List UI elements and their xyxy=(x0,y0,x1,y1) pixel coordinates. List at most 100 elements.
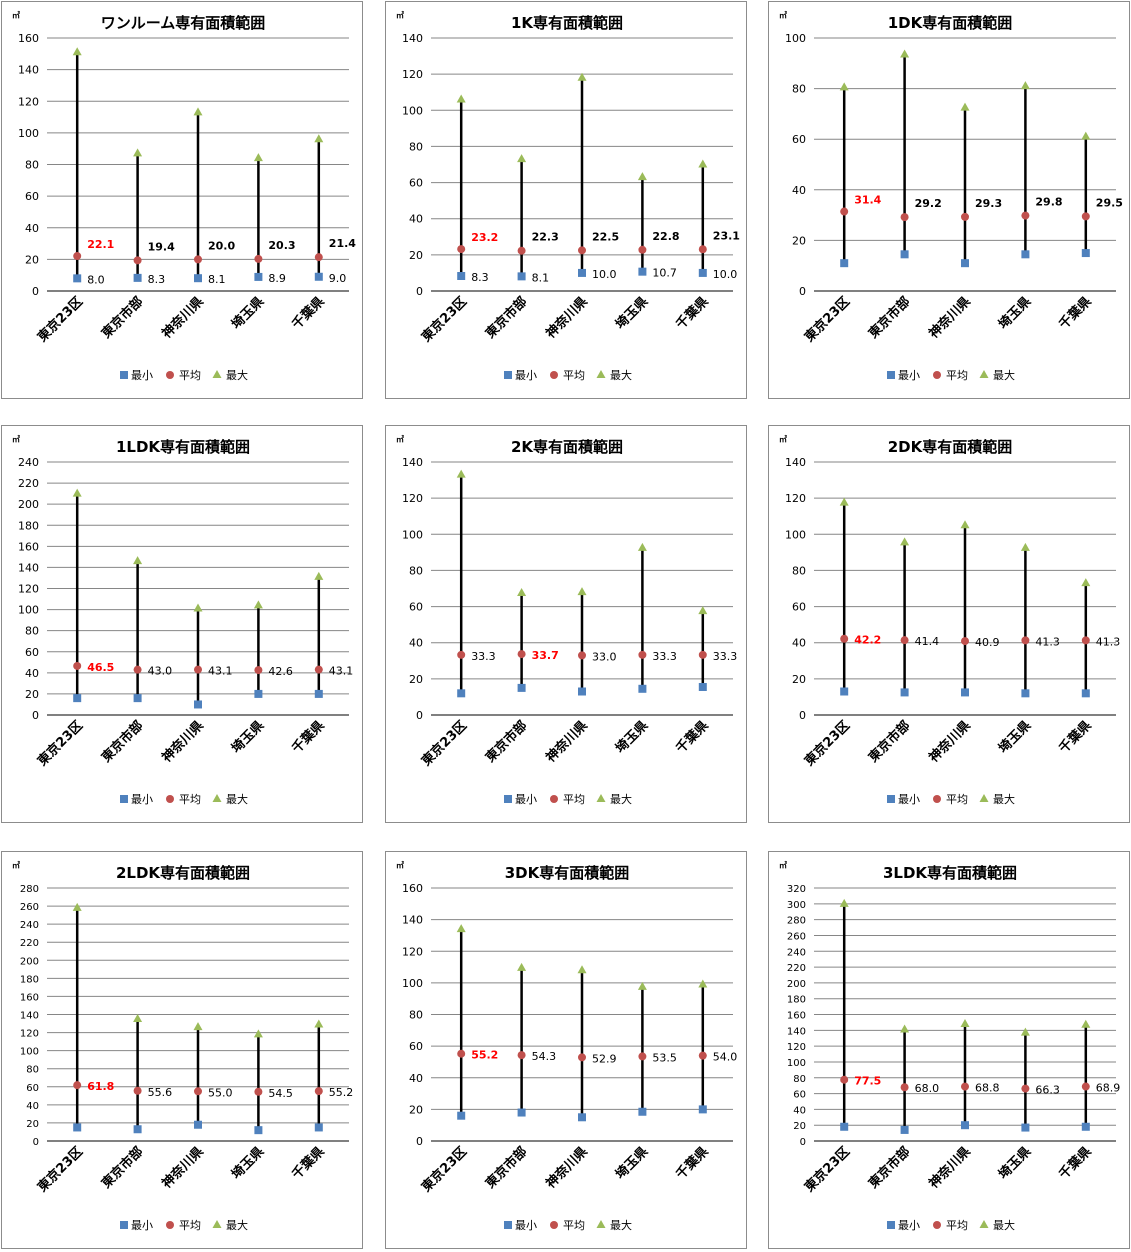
legend-avg-icon xyxy=(550,1221,558,1229)
y-unit-label: ㎡ xyxy=(12,434,20,444)
avg-marker xyxy=(699,651,707,659)
avg-marker xyxy=(194,666,202,674)
y-tick-label: 60 xyxy=(25,190,39,203)
min-marker xyxy=(961,1121,969,1129)
avg-data-label: 33.0 xyxy=(592,650,617,663)
avg-data-label: 31.4 xyxy=(854,194,881,207)
legend-min-label: 最小 xyxy=(131,369,153,382)
min-marker xyxy=(194,700,202,708)
avg-data-label: 55.6 xyxy=(148,1086,173,1099)
max-marker xyxy=(698,606,707,614)
chart-panel: 1DK専有面積範囲㎡ 0 20 40 60 80 100 東京23区 東京市部 神奈川県 埼玉県 千葉… xyxy=(768,1,1130,399)
legend-avg-label: 平均 xyxy=(179,793,201,806)
max-marker xyxy=(517,963,526,971)
avg-marker xyxy=(254,666,262,674)
y-tick-label: 280 xyxy=(20,884,39,895)
y-tick-label: 280 xyxy=(787,916,806,927)
legend-avg-icon xyxy=(550,795,558,803)
legend-max-icon xyxy=(980,370,989,378)
legend-min-label: 最小 xyxy=(898,1219,920,1232)
x-tick-label: 東京市部 xyxy=(482,1144,530,1192)
x-tick-label: 東京23区 xyxy=(418,1144,470,1196)
legend-avg-icon xyxy=(166,795,174,803)
avg-data-label: 33.3 xyxy=(713,650,738,663)
avg-data-label: 20.0 xyxy=(208,239,235,252)
min-marker xyxy=(315,1123,323,1131)
avg-marker xyxy=(901,1083,909,1091)
min-marker xyxy=(699,1105,707,1113)
y-tick-label: 60 xyxy=(25,646,39,659)
min-marker xyxy=(134,694,142,702)
avg-marker xyxy=(961,213,969,221)
min-marker xyxy=(1021,1124,1029,1132)
y-tick-label: 300 xyxy=(787,900,806,911)
legend-min-label: 最小 xyxy=(898,369,920,382)
y-tick-label: 120 xyxy=(785,492,806,505)
y-tick-label: 60 xyxy=(409,1040,423,1053)
min-data-label: 8.0 xyxy=(87,273,105,286)
max-marker xyxy=(314,134,323,142)
y-tick-label: 100 xyxy=(787,1058,806,1069)
avg-marker xyxy=(518,650,526,658)
y-tick-label: 180 xyxy=(787,995,806,1006)
y-tick-label: 20 xyxy=(26,1119,39,1130)
x-tick-label: 埼玉県 xyxy=(995,294,1034,333)
y-tick-label: 0 xyxy=(416,1135,423,1148)
x-tick-label: 埼玉県 xyxy=(612,718,651,757)
y-tick-label: 120 xyxy=(18,583,39,596)
avg-data-label: 54.5 xyxy=(268,1087,293,1100)
max-marker xyxy=(1021,81,1030,89)
min-marker xyxy=(638,1108,646,1116)
chart-title: 1K専有面積範囲 xyxy=(511,14,623,32)
legend-max-label: 最大 xyxy=(993,368,1015,382)
legend-max-icon xyxy=(597,794,606,802)
min-marker xyxy=(901,250,909,258)
max-marker xyxy=(900,1025,909,1033)
y-tick-label: 160 xyxy=(20,992,39,1003)
legend-max-label: 最大 xyxy=(226,368,248,382)
x-tick-label: 千葉県 xyxy=(673,718,712,757)
min-marker xyxy=(1082,689,1090,697)
chart-svg: 1K専有面積範囲 ㎡ 0 20 40 60 80 100 120 140 東京23区 東京市部 神奈川県… xyxy=(386,2,748,400)
avg-marker xyxy=(254,1088,262,1096)
avg-marker xyxy=(901,213,909,221)
max-marker xyxy=(1081,132,1090,140)
legend-min-label: 最小 xyxy=(898,793,920,806)
x-tick-label: 埼玉県 xyxy=(995,1144,1034,1183)
min-marker xyxy=(73,274,81,282)
avg-data-label: 29.2 xyxy=(915,197,942,210)
max-marker xyxy=(578,587,587,595)
min-marker xyxy=(840,1123,848,1131)
y-tick-label: 240 xyxy=(18,456,39,469)
avg-data-label: 77.5 xyxy=(854,1075,881,1088)
y-tick-label: 180 xyxy=(18,519,39,532)
max-marker xyxy=(133,1014,142,1022)
legend-min-icon xyxy=(504,371,512,379)
avg-data-label: 68.0 xyxy=(915,1082,940,1095)
legend-min-icon xyxy=(504,1221,512,1229)
avg-marker xyxy=(315,1087,323,1095)
x-tick-label: 埼玉県 xyxy=(995,718,1034,757)
avg-marker xyxy=(73,662,81,670)
x-tick-label: 東京23区 xyxy=(34,1144,86,1196)
y-tick-label: 220 xyxy=(20,938,39,949)
avg-data-label: 33.3 xyxy=(471,650,496,663)
legend-max-label: 最大 xyxy=(610,368,632,382)
avg-data-label: 53.5 xyxy=(652,1051,677,1064)
y-tick-label: 220 xyxy=(787,963,806,974)
y-tick-label: 20 xyxy=(792,673,806,686)
min-marker xyxy=(254,1126,262,1134)
chart-panel: 2LDK専有面積範囲㎡ 0 20 40 60 80 100 120 140 160 180 200 22… xyxy=(1,851,363,1249)
avg-data-label: 52.9 xyxy=(592,1052,617,1065)
min-marker xyxy=(134,274,142,282)
min-marker xyxy=(961,688,969,696)
y-tick-label: 220 xyxy=(18,477,39,490)
y-tick-label: 120 xyxy=(18,95,39,108)
x-tick-label: 埼玉県 xyxy=(228,718,267,757)
y-tick-label: 60 xyxy=(792,133,806,146)
min-data-label: 9.0 xyxy=(329,272,347,285)
y-tick-label: 80 xyxy=(409,140,423,153)
avg-data-label: 54.3 xyxy=(532,1050,557,1063)
max-marker xyxy=(133,556,142,564)
min-data-label: 8.9 xyxy=(268,272,286,285)
